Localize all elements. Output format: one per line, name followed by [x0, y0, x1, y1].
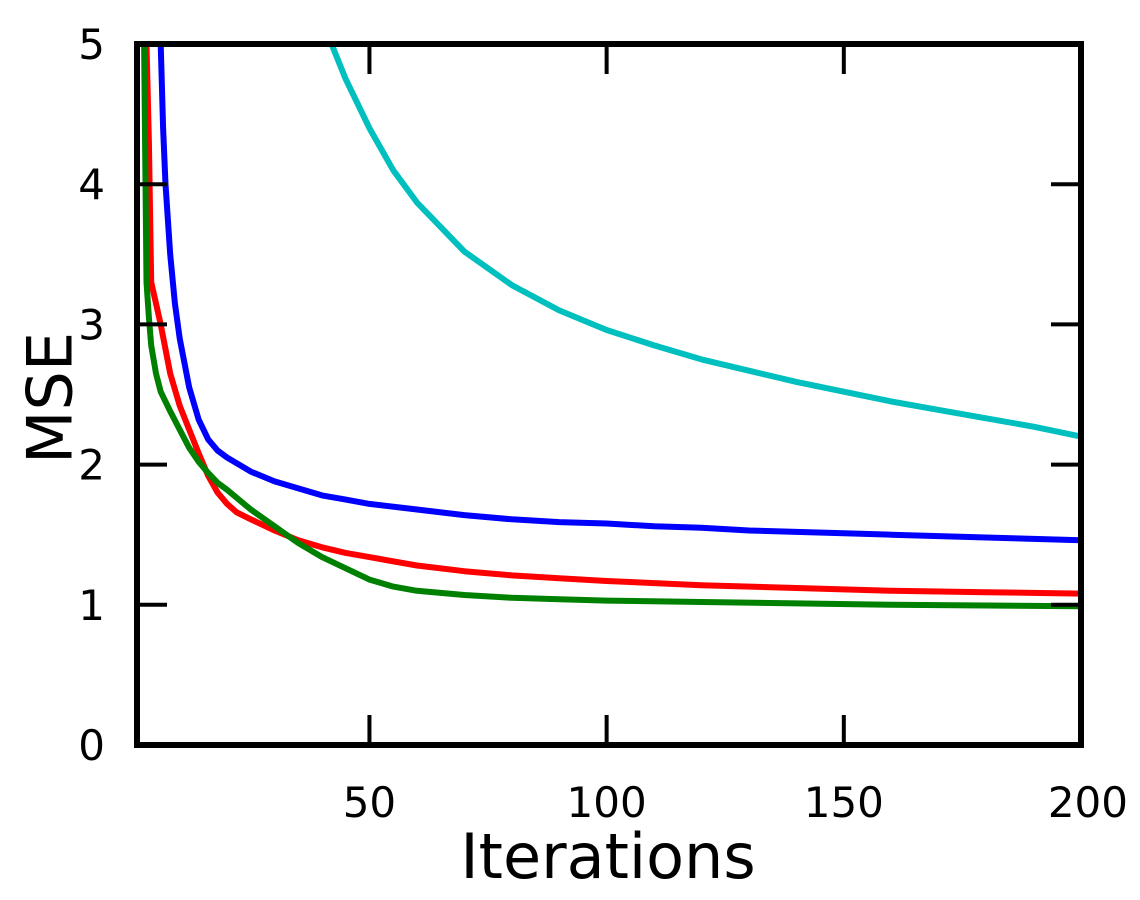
- y-tick-label: 5: [78, 20, 105, 69]
- y-tick-label: 0: [78, 721, 105, 770]
- x-axis-title: Iterations: [460, 820, 755, 893]
- x-tick-label: 100: [567, 778, 647, 827]
- y-tick-label: 3: [78, 300, 105, 349]
- x-tick-label: 150: [804, 778, 884, 827]
- y-tick-label: 4: [78, 160, 105, 209]
- y-axis-title: MSE: [14, 332, 87, 464]
- series-line-3: [143, 44, 1081, 597]
- x-tick-label: 200: [1048, 778, 1128, 827]
- y-tick-label: 1: [78, 581, 105, 630]
- x-tick-label: 50: [343, 778, 396, 827]
- y-tick-label: 2: [78, 441, 105, 490]
- x-tick-labels: 50 100 150 200: [343, 778, 1128, 827]
- series-line-2: [157, 44, 1081, 544]
- series-layer: [141, 44, 1081, 610]
- plot-frame: [134, 41, 1084, 748]
- series-line-4: [141, 44, 1081, 610]
- ticks-layer: [137, 44, 1081, 745]
- y-tick-labels: 0 1 2 3 4 5: [78, 20, 105, 770]
- series-line-1: [328, 44, 1081, 440]
